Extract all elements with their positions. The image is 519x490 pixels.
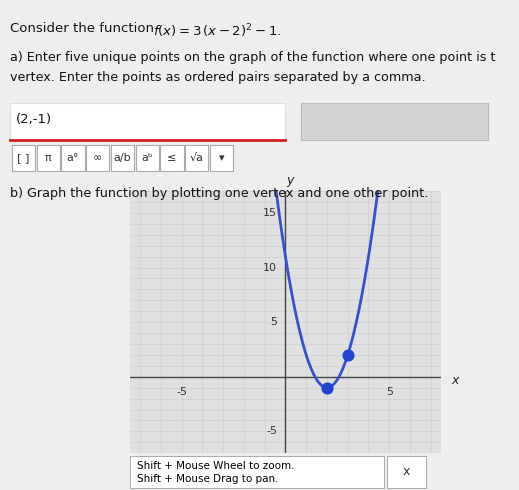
Text: 5: 5 xyxy=(270,317,277,327)
Text: ▾: ▾ xyxy=(218,153,224,163)
Text: π: π xyxy=(45,153,51,163)
Text: x: x xyxy=(402,465,410,478)
FancyBboxPatch shape xyxy=(160,145,184,171)
FancyBboxPatch shape xyxy=(86,145,110,171)
Text: √a: √a xyxy=(190,153,204,163)
FancyBboxPatch shape xyxy=(185,145,209,171)
Text: Consider the function: Consider the function xyxy=(10,22,159,35)
Text: a) Enter five unique points on the graph of the function where one point is t: a) Enter five unique points on the graph… xyxy=(10,51,496,65)
Text: b) Graph the function by plotting one vertex and one other point.: b) Graph the function by plotting one ve… xyxy=(10,187,429,200)
Text: $x$: $x$ xyxy=(451,373,460,387)
Text: $y$: $y$ xyxy=(286,175,295,189)
Text: 15: 15 xyxy=(263,208,277,218)
Text: vertex. Enter the points as ordered pairs separated by a comma.: vertex. Enter the points as ordered pair… xyxy=(10,71,426,84)
Point xyxy=(344,351,352,359)
Text: a°: a° xyxy=(67,153,79,163)
FancyBboxPatch shape xyxy=(36,145,60,171)
Point xyxy=(323,384,331,392)
FancyBboxPatch shape xyxy=(12,145,35,171)
Text: $f(x) = 3\,(x-2)^2 - 1$.: $f(x) = 3\,(x-2)^2 - 1$. xyxy=(153,22,281,40)
Text: -5: -5 xyxy=(176,387,187,396)
FancyBboxPatch shape xyxy=(135,145,159,171)
Text: a/b: a/b xyxy=(114,153,131,163)
Text: ≤: ≤ xyxy=(167,153,176,163)
Text: aᵇ: aᵇ xyxy=(141,153,153,163)
FancyBboxPatch shape xyxy=(111,145,134,171)
Text: [ ]: [ ] xyxy=(17,153,30,163)
Text: Shift + Mouse Wheel to zoom.: Shift + Mouse Wheel to zoom. xyxy=(138,461,295,471)
Text: 10: 10 xyxy=(263,263,277,272)
Text: ∞: ∞ xyxy=(93,153,102,163)
Text: (2,-1): (2,-1) xyxy=(16,113,52,126)
Text: 5: 5 xyxy=(386,387,393,396)
Text: -5: -5 xyxy=(266,426,277,437)
FancyBboxPatch shape xyxy=(61,145,85,171)
FancyBboxPatch shape xyxy=(210,145,233,171)
Text: Shift + Mouse Drag to pan.: Shift + Mouse Drag to pan. xyxy=(138,474,279,484)
